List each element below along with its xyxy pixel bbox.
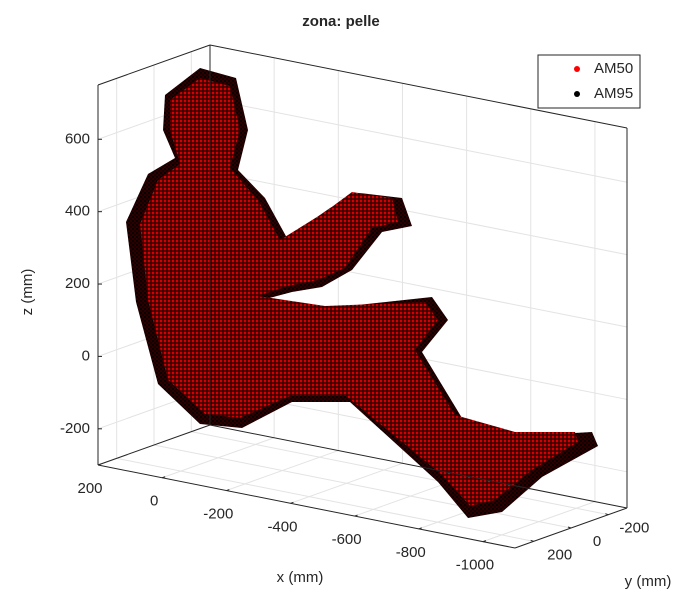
grid-line: [209, 171, 628, 256]
x-tick: [97, 463, 102, 466]
x-tick: [290, 501, 294, 504]
axis-edge: [209, 424, 628, 509]
x-tick-label: -200: [203, 506, 233, 523]
z-tick-label: 400: [65, 203, 90, 220]
point-cloud: [126, 68, 598, 518]
legend-marker: [574, 66, 580, 72]
chart-title: zona: pelle: [302, 13, 380, 30]
x-tick-label: 200: [77, 480, 102, 497]
y-tick: [530, 539, 534, 542]
grid-line: [209, 98, 628, 183]
z-tick-label: -200: [60, 420, 90, 437]
x-tick-label: 0: [150, 493, 158, 510]
legend: AM50 AM95: [537, 54, 641, 109]
x-axis-label: x (mm): [277, 569, 324, 586]
grid-line: [191, 431, 609, 516]
z-tick-label: 600: [65, 130, 90, 147]
x-tick: [161, 476, 166, 479]
axis-edge: [97, 424, 211, 466]
grid-line: [116, 457, 534, 542]
legend-label: AM50: [594, 60, 633, 77]
z-tick-label: 200: [65, 275, 90, 292]
y-tick-label: 0: [593, 533, 601, 550]
x-tick: [354, 514, 358, 517]
axis-edge: [209, 44, 628, 129]
x-tick-label: -1000: [456, 557, 494, 574]
axes: 200 0 -200 -400 -600 -800 -1000 200 0 -200 -200 0 20…: [60, 44, 649, 574]
x-tick-label: -600: [332, 531, 362, 548]
y-tick: [567, 526, 572, 529]
x-tick-label: -800: [396, 544, 426, 561]
y-tick-label: 200: [547, 546, 572, 563]
axis-edge: [97, 44, 211, 86]
axis-edge: [97, 464, 516, 549]
y-axis-label: y (mm): [625, 573, 672, 590]
am50-cloud: [140, 78, 578, 506]
x-tick: [482, 540, 487, 543]
y-tick: [605, 513, 609, 516]
y-tick-label: -200: [619, 520, 649, 537]
legend-marker: [574, 91, 580, 97]
x-tick-label: -400: [267, 518, 297, 535]
grid-line: [153, 444, 572, 529]
x-tick: [226, 489, 230, 492]
z-tick-label: 0: [82, 347, 90, 364]
x-tick: [418, 527, 422, 530]
legend-box: [537, 54, 641, 109]
grid: [97, 45, 628, 543]
legend-label: AM95: [594, 85, 633, 102]
z-axis-label: z (mm): [19, 269, 36, 316]
